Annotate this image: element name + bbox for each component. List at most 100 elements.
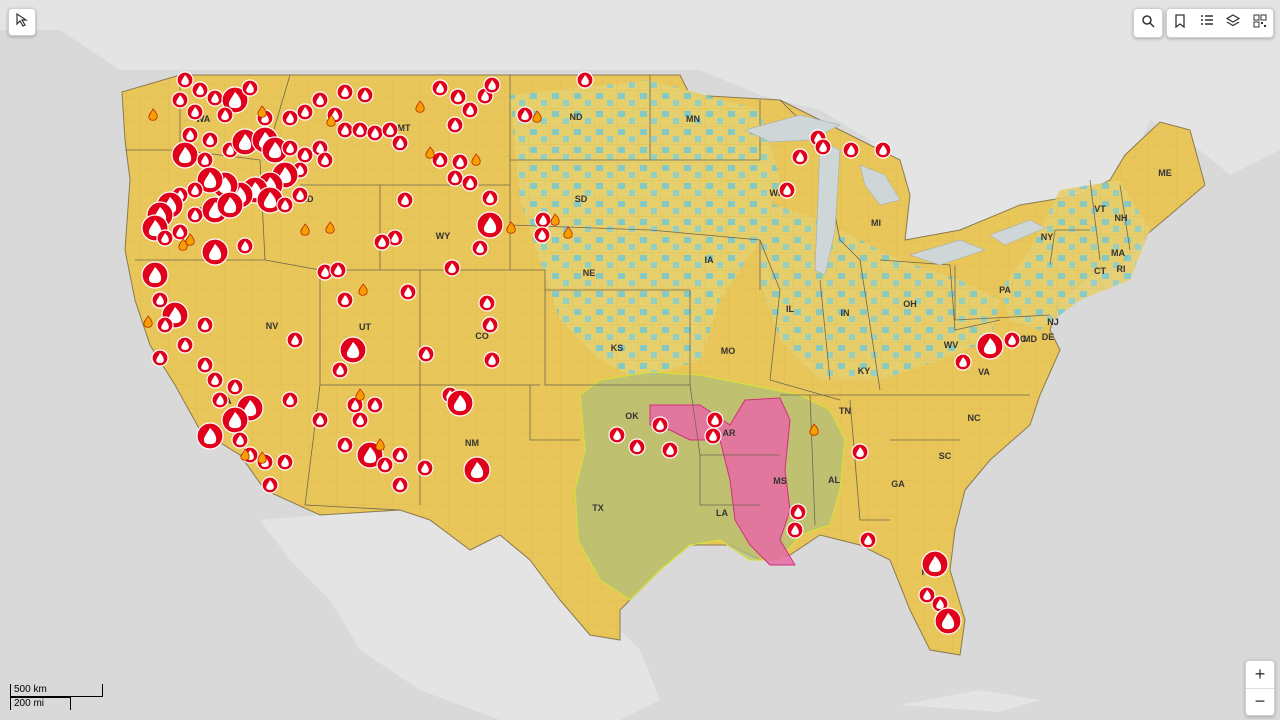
- layers-button[interactable]: [1221, 11, 1245, 35]
- large-fire-icon[interactable]: [446, 169, 464, 187]
- large-fire-icon[interactable]: [786, 521, 804, 539]
- large-fire-icon[interactable]: [171, 91, 189, 109]
- large-fire-icon[interactable]: [216, 191, 244, 219]
- large-fire-icon[interactable]: [576, 71, 594, 89]
- large-fire-icon[interactable]: [186, 181, 204, 199]
- small-fire-icon[interactable]: [257, 105, 267, 118]
- large-fire-icon[interactable]: [366, 396, 384, 414]
- large-fire-icon[interactable]: [171, 141, 199, 169]
- large-fire-icon[interactable]: [373, 233, 391, 251]
- large-fire-icon[interactable]: [276, 196, 294, 214]
- large-fire-icon[interactable]: [431, 151, 449, 169]
- large-fire-icon[interactable]: [151, 291, 169, 309]
- large-fire-icon[interactable]: [316, 151, 334, 169]
- zoom-out-button[interactable]: −: [1246, 687, 1274, 716]
- small-fire-icon[interactable]: [326, 114, 336, 127]
- small-fire-icon[interactable]: [185, 233, 195, 246]
- large-fire-icon[interactable]: [196, 166, 224, 194]
- large-fire-icon[interactable]: [336, 121, 354, 139]
- large-fire-icon[interactable]: [186, 206, 204, 224]
- large-fire-icon[interactable]: [339, 336, 367, 364]
- small-fire-icon[interactable]: [809, 423, 819, 436]
- large-fire-icon[interactable]: [608, 426, 626, 444]
- large-fire-icon[interactable]: [449, 88, 467, 106]
- search-button[interactable]: [1133, 8, 1163, 38]
- large-fire-icon[interactable]: [176, 71, 194, 89]
- large-fire-icon[interactable]: [221, 406, 249, 434]
- large-fire-icon[interactable]: [417, 345, 435, 363]
- small-fire-icon[interactable]: [550, 213, 560, 226]
- large-fire-icon[interactable]: [196, 151, 214, 169]
- fire-markers[interactable]: [141, 71, 1021, 635]
- large-fire-icon[interactable]: [934, 607, 962, 635]
- large-fire-icon[interactable]: [921, 550, 949, 578]
- large-fire-icon[interactable]: [206, 89, 224, 107]
- large-fire-icon[interactable]: [461, 174, 479, 192]
- large-fire-icon[interactable]: [241, 79, 259, 97]
- large-fire-icon[interactable]: [446, 389, 474, 417]
- large-fire-icon[interactable]: [196, 356, 214, 374]
- large-fire-icon[interactable]: [201, 238, 229, 266]
- large-fire-icon[interactable]: [236, 237, 254, 255]
- large-fire-icon[interactable]: [191, 81, 209, 99]
- large-fire-icon[interactable]: [336, 436, 354, 454]
- large-fire-icon[interactable]: [391, 134, 409, 152]
- small-fire-icon[interactable]: [532, 110, 542, 123]
- large-fire-icon[interactable]: [859, 531, 877, 549]
- large-fire-icon[interactable]: [483, 76, 501, 94]
- small-fire-icon[interactable]: [257, 451, 267, 464]
- zoom-in-button[interactable]: +: [1254, 663, 1266, 684]
- large-fire-icon[interactable]: [534, 211, 552, 229]
- select-tool-button[interactable]: [8, 8, 36, 36]
- small-fire-icon[interactable]: [358, 283, 368, 296]
- large-fire-icon[interactable]: [156, 229, 174, 247]
- qr-code-button[interactable]: [1248, 11, 1272, 35]
- large-fire-icon[interactable]: [201, 131, 219, 149]
- large-fire-icon[interactable]: [481, 316, 499, 334]
- large-fire-icon[interactable]: [351, 121, 369, 139]
- large-fire-icon[interactable]: [216, 106, 234, 124]
- large-fire-icon[interactable]: [416, 459, 434, 477]
- large-fire-icon[interactable]: [481, 189, 499, 207]
- large-fire-icon[interactable]: [329, 261, 347, 279]
- large-fire-icon[interactable]: [151, 349, 169, 367]
- large-fire-icon[interactable]: [331, 361, 349, 379]
- large-fire-icon[interactable]: [196, 422, 224, 450]
- small-fire-icon[interactable]: [506, 221, 516, 234]
- small-fire-icon[interactable]: [471, 153, 481, 166]
- large-fire-icon[interactable]: [381, 121, 399, 139]
- large-fire-icon[interactable]: [478, 294, 496, 312]
- small-fire-icon[interactable]: [375, 438, 385, 451]
- large-fire-icon[interactable]: [281, 109, 299, 127]
- large-fire-icon[interactable]: [461, 101, 479, 119]
- large-fire-icon[interactable]: [443, 259, 461, 277]
- large-fire-icon[interactable]: [281, 139, 299, 157]
- large-fire-icon[interactable]: [778, 181, 796, 199]
- large-fire-icon[interactable]: [483, 351, 501, 369]
- bookmark-button[interactable]: [1168, 11, 1192, 35]
- large-fire-icon[interactable]: [261, 136, 289, 164]
- large-fire-icon[interactable]: [516, 106, 534, 124]
- large-fire-icon[interactable]: [399, 283, 417, 301]
- small-fire-icon[interactable]: [148, 108, 158, 121]
- large-fire-icon[interactable]: [789, 503, 807, 521]
- large-fire-icon[interactable]: [291, 186, 309, 204]
- large-fire-icon[interactable]: [931, 595, 949, 613]
- large-fire-icon[interactable]: [261, 476, 279, 494]
- large-fire-icon[interactable]: [451, 153, 469, 171]
- large-fire-icon[interactable]: [976, 332, 1004, 360]
- large-fire-icon[interactable]: [376, 456, 394, 474]
- large-fire-icon[interactable]: [396, 191, 414, 209]
- large-fire-icon[interactable]: [851, 443, 869, 461]
- small-fire-icon[interactable]: [563, 226, 573, 239]
- large-fire-icon[interactable]: [336, 291, 354, 309]
- large-fire-icon[interactable]: [471, 239, 489, 257]
- large-fire-icon[interactable]: [791, 148, 809, 166]
- large-fire-icon[interactable]: [311, 91, 329, 109]
- large-fire-icon[interactable]: [651, 416, 669, 434]
- large-fire-icon[interactable]: [311, 411, 329, 429]
- small-fire-icon[interactable]: [300, 223, 310, 236]
- large-fire-icon[interactable]: [842, 141, 860, 159]
- large-fire-icon[interactable]: [206, 371, 224, 389]
